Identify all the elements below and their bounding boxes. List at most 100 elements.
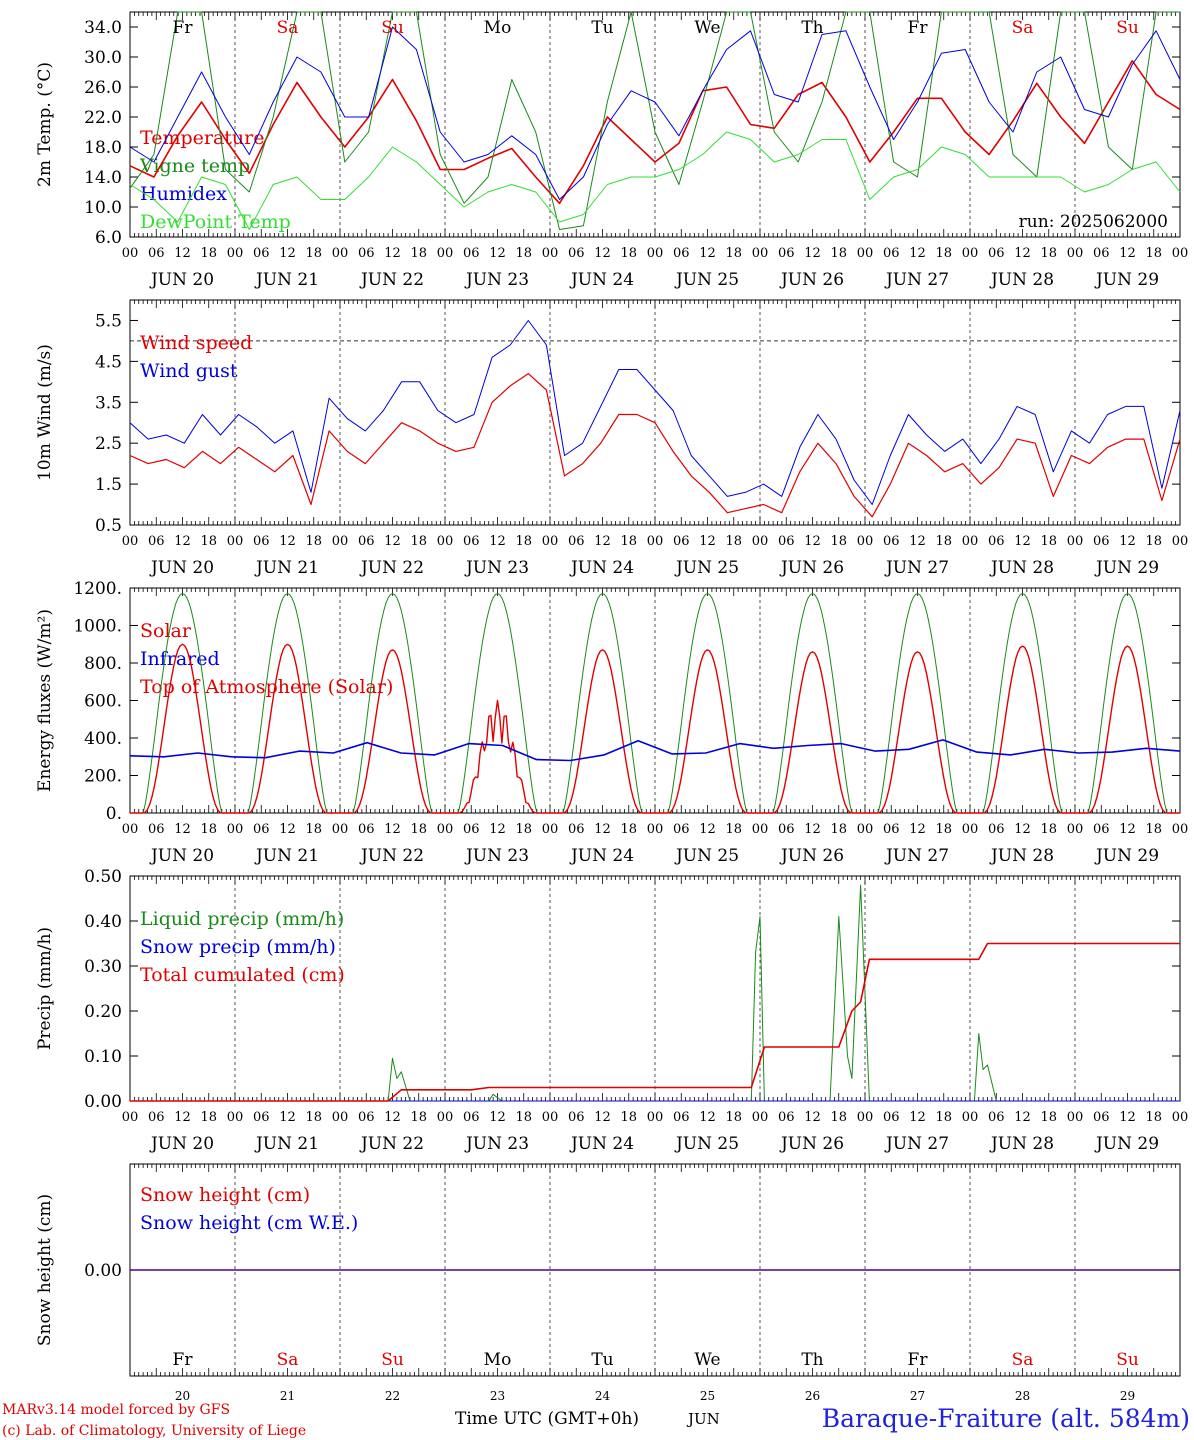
hour-tick-label: 00 <box>962 246 979 261</box>
legend-entry: Snow height (cm) <box>140 1184 310 1206</box>
hour-tick-label: 12 <box>1014 246 1031 261</box>
hour-tick-label: 00 <box>437 1110 454 1125</box>
y-tick-label: 600. <box>84 692 122 712</box>
weekday-label: Mo <box>484 1350 512 1370</box>
hour-tick-label: 12 <box>489 822 506 837</box>
series-line-dewpoint-temp <box>129 131 1181 230</box>
date-label: JUN 26 <box>779 846 844 866</box>
hour-tick-label: 12 <box>279 1110 296 1125</box>
hour-tick-label: 00 <box>437 534 454 549</box>
hour-tick-label: 06 <box>358 822 375 837</box>
hour-tick-label: 00 <box>542 534 559 549</box>
date-label: JUN 27 <box>884 846 949 866</box>
hour-tick-label: 18 <box>1040 534 1057 549</box>
station-title: Baraque-Fraiture (alt. 584m) <box>822 1404 1190 1433</box>
hour-tick-label: 00 <box>437 246 454 261</box>
hour-tick-label: 06 <box>358 534 375 549</box>
series-line-vigne-temp <box>129 11 1180 230</box>
y-tick-label: 14.0 <box>84 168 122 188</box>
legend-entry: Liquid precip (mm/h) <box>140 908 344 930</box>
hour-tick-label: 18 <box>200 822 217 837</box>
y-tick-label: 0.5 <box>95 516 122 536</box>
hour-tick-label: 06 <box>1093 246 1110 261</box>
hour-tick-label: 18 <box>725 246 742 261</box>
hour-tick-label: 12 <box>1014 1110 1031 1125</box>
weekday-label: Tu <box>591 18 613 38</box>
legend-entry: Vigne temp <box>139 155 250 177</box>
hour-tick-label: 18 <box>620 246 637 261</box>
y-tick-label: 3.5 <box>95 393 122 413</box>
time-axis: 00 06 12 18 00 06 12 18 00 06 12 18 00 06 12 18 00 06 12 18… <box>122 1110 1189 1154</box>
hour-tick-label: 06 <box>883 822 900 837</box>
hour-tick-label: 00 <box>1067 1110 1084 1125</box>
hour-tick-label: 06 <box>988 246 1005 261</box>
legend-entry: Snow height (cm W.E.) <box>140 1212 358 1234</box>
weekday-label: Sa <box>277 18 299 38</box>
date-label: JUN 23 <box>464 846 529 866</box>
hour-tick-label: 06 <box>988 534 1005 549</box>
y-axis-label: Precip (mm/h) <box>35 927 55 1050</box>
date-label: JUN 28 <box>989 846 1054 866</box>
date-label: JUN 28 <box>989 270 1054 290</box>
date-label: JUN 27 <box>884 558 949 578</box>
hour-tick-label: 00 <box>332 246 349 261</box>
hour-tick-label: 00 <box>332 822 349 837</box>
hour-tick-label: 00 <box>752 1110 769 1125</box>
weekday-label: Th <box>801 1350 823 1370</box>
hour-tick-label: 06 <box>253 822 270 837</box>
y-tick-label: 1000. <box>73 617 122 637</box>
hour-tick-label: 06 <box>673 1110 690 1125</box>
legend-entry: Total cumulated (cm) <box>140 964 345 986</box>
hour-tick-label: 00 <box>647 246 664 261</box>
hour-tick-label: 18 <box>410 1110 427 1125</box>
hour-tick-label: 06 <box>148 822 165 837</box>
hour-tick-label: 00 <box>542 1110 559 1125</box>
date-label: JUN 25 <box>674 270 739 290</box>
model-credit: MARv3.14 model forced by GFS <box>2 1402 230 1418</box>
weekday-label: Fr <box>173 18 194 38</box>
y-tick-label: 800. <box>84 654 122 674</box>
date-label: JUN 20 <box>149 1134 214 1154</box>
hour-tick-label: 06 <box>883 246 900 261</box>
date-label: JUN 21 <box>254 270 319 290</box>
panel-5: 0.00 Snow height (cm) Snow height (cm) Snow… <box>35 1163 1181 1377</box>
hour-tick-label: 18 <box>515 534 532 549</box>
day-number-label: 21 <box>280 1389 295 1403</box>
hour-tick-label: 18 <box>410 246 427 261</box>
hour-tick-label: 18 <box>1145 534 1162 549</box>
hour-tick-label: 18 <box>200 534 217 549</box>
hour-tick-label: 06 <box>463 1110 480 1125</box>
legend-entry: Wind gust <box>140 360 238 382</box>
hour-tick-label: 18 <box>305 534 322 549</box>
panel-2: 0.5 1.5 2.5 3.5 4.5 5.5 10m Wind (m/s) Wind spe… <box>35 299 1181 536</box>
date-label: JUN 24 <box>569 846 634 866</box>
hour-tick-label: 06 <box>1093 1110 1110 1125</box>
date-label: JUN 24 <box>569 558 634 578</box>
date-label: JUN 28 <box>989 1134 1054 1154</box>
legend-entry: Wind speed <box>140 332 252 354</box>
y-tick-label: 0.30 <box>84 957 122 977</box>
date-label: JUN 24 <box>569 1134 634 1154</box>
date-label: JUN 22 <box>359 1134 424 1154</box>
y-tick-label: 0.50 <box>84 867 122 887</box>
hour-tick-label: 00 <box>857 246 874 261</box>
hour-tick-label: 00 <box>227 822 244 837</box>
date-label: JUN 29 <box>1094 846 1159 866</box>
legend-entry: DewPoint Temp <box>140 211 291 233</box>
date-label: JUN 27 <box>884 270 949 290</box>
legend-entry: Snow precip (mm/h) <box>140 936 336 958</box>
chart-panels: 6.0 10.0 14.0 18.0 22.0 26.0 30.0 34.0 2m Temp. … <box>35 11 1189 1403</box>
date-label: JUN 23 <box>464 558 529 578</box>
hour-tick-label: 06 <box>778 534 795 549</box>
date-label: JUN 21 <box>254 846 319 866</box>
y-tick-label: 0.10 <box>84 1047 122 1067</box>
date-label: JUN 26 <box>779 270 844 290</box>
date-label: JUN 28 <box>989 558 1054 578</box>
hour-tick-label: 12 <box>1014 534 1031 549</box>
hour-tick-label: 06 <box>988 822 1005 837</box>
hour-tick-label: 12 <box>804 1110 821 1125</box>
hour-tick-label: 12 <box>489 1110 506 1125</box>
hour-tick-label: 12 <box>279 246 296 261</box>
hour-tick-label: 18 <box>935 534 952 549</box>
